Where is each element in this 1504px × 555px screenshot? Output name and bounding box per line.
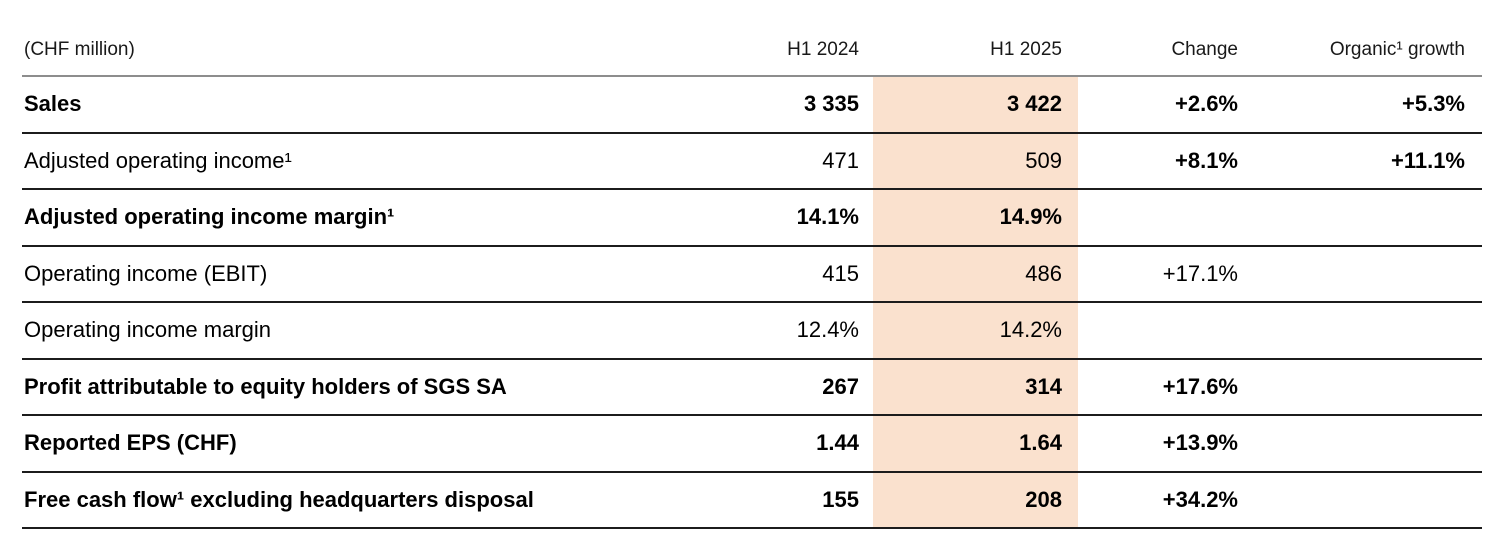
column-header-h1-2024: H1 2024	[787, 39, 859, 60]
value-organic-growth	[1238, 473, 1482, 528]
value-h1-2025: 314	[873, 359, 1078, 414]
value-h1-2024: 155	[822, 486, 859, 512]
row-label: Operating income (EBIT)	[24, 260, 268, 286]
value-organic-growth	[1238, 360, 1482, 415]
value-change: +17.6%	[1162, 373, 1238, 399]
value-change: +2.6%	[1175, 91, 1238, 117]
table-row-sales: Sales 3 335 3 422 +2.6% +5.3%	[22, 77, 1482, 134]
table-header-row: (CHF million) H1 2024 H1 2025 Change Org…	[22, 0, 1482, 77]
column-header-unit-label: (CHF million)	[24, 39, 135, 60]
value-organic-growth: +11.1%	[1390, 147, 1465, 173]
value-h1-2024: 1.44	[816, 430, 859, 456]
value-organic-growth	[1238, 416, 1482, 471]
row-label: Adjusted operating income margin¹	[24, 204, 395, 230]
value-h1-2025: 486	[873, 246, 1078, 301]
value-organic-growth	[1238, 190, 1482, 245]
value-h1-2025: 208	[873, 472, 1078, 527]
row-label: Operating income margin	[24, 317, 272, 343]
row-label: Free cash flow¹ excluding headquarters d…	[24, 486, 534, 512]
column-header-change: Change	[1171, 39, 1238, 60]
value-h1-2025: 14.2%	[873, 303, 1078, 358]
row-label: Adjusted operating income¹	[24, 147, 292, 173]
value-h1-2024: 14.1%	[796, 204, 859, 230]
table-row-operating-income-margin: Operating income margin 12.4% 14.2%	[22, 303, 1482, 360]
table-row-adjusted-operating-income-margin: Adjusted operating income margin¹ 14.1% …	[22, 190, 1482, 247]
column-header-h1-2025: H1 2025	[990, 39, 1062, 60]
value-h1-2024: 3 335	[803, 91, 859, 117]
value-change	[1078, 303, 1238, 358]
table-row-operating-income-ebit: Operating income (EBIT) 415 486 +17.1%	[22, 246, 1482, 303]
table-row-adjusted-operating-income: Adjusted operating income¹ 471 509 +8.1%…	[22, 133, 1482, 190]
financial-results-table: (CHF million) H1 2024 H1 2025 Change Org…	[22, 0, 1482, 529]
value-change: +17.1%	[1162, 260, 1238, 286]
value-h1-2024: 471	[822, 147, 859, 173]
value-h1-2024: 12.4%	[796, 317, 859, 343]
row-label: Profit attributable to equity holders of…	[24, 373, 507, 399]
value-h1-2025: 1.64	[873, 416, 1078, 471]
value-organic-growth: +5.3%	[1402, 91, 1465, 117]
row-label: Sales	[24, 91, 82, 117]
table-row-reported-eps: Reported EPS (CHF) 1.44 1.64 +13.9%	[22, 416, 1482, 473]
value-change: +8.1%	[1175, 147, 1238, 173]
table-row-free-cash-flow: Free cash flow¹ excluding headquarters d…	[22, 472, 1482, 529]
value-organic-growth	[1238, 247, 1482, 302]
column-header-organic-growth: Organic¹ growth	[1329, 39, 1465, 60]
table-row-profit-attributable: Profit attributable to equity holders of…	[22, 359, 1482, 416]
value-h1-2024: 415	[822, 260, 859, 286]
value-change: +13.9%	[1162, 430, 1238, 456]
row-label: Reported EPS (CHF)	[24, 430, 237, 456]
value-h1-2025: 3 422	[873, 77, 1078, 132]
value-h1-2025: 14.9%	[873, 190, 1078, 245]
value-change: +34.2%	[1162, 486, 1238, 512]
value-change	[1078, 190, 1238, 245]
value-h1-2024: 267	[822, 373, 859, 399]
value-h1-2025: 509	[873, 133, 1078, 188]
value-organic-growth	[1238, 303, 1482, 358]
